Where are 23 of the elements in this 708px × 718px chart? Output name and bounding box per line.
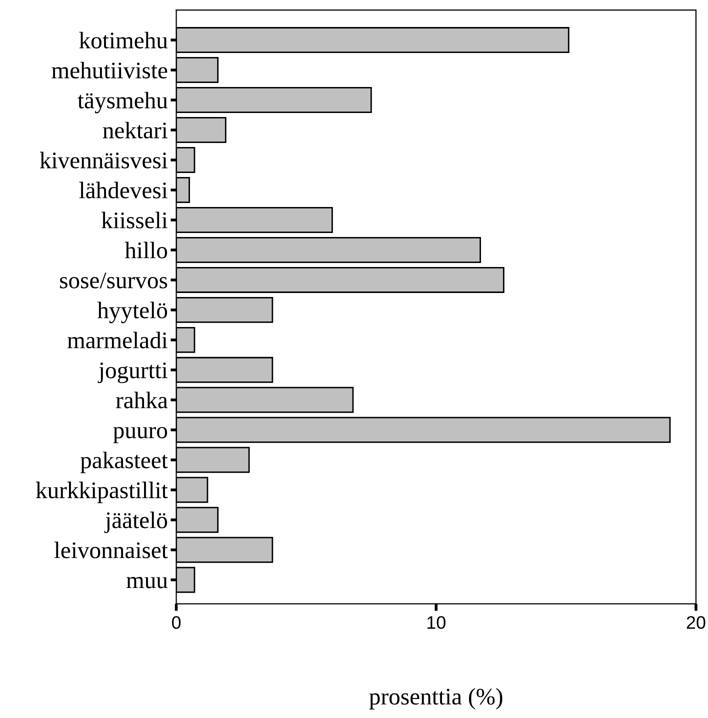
x-tick-label: 10 — [427, 616, 446, 629]
y-tick-label: täysmehu — [78, 92, 168, 114]
y-tick-label: leivonnaiset — [54, 542, 168, 558]
y-tick-label: jäätelö — [104, 512, 168, 534]
y-tick-label: kurkkipastillit — [36, 482, 168, 504]
y-tick-label: kiisseli — [102, 212, 168, 228]
y-tick-label: lähdevesi — [79, 182, 168, 198]
x-tick-label: 0 — [172, 616, 181, 629]
y-tick-label: hillo — [124, 242, 168, 258]
x-axis-title: prosenttia (%) — [369, 688, 502, 710]
y-tick-label: marmeladi — [67, 332, 168, 348]
y-tick-label: nektari — [102, 122, 168, 138]
y-tick-label: kotimehu — [79, 32, 168, 48]
y-tick-label: hyytelö — [97, 302, 168, 324]
x-tick-label: 20 — [686, 616, 706, 629]
y-tick-label: pakasteet — [80, 452, 168, 474]
y-tick-label: puuro — [113, 426, 168, 444]
y-tick-label: jogurtti — [98, 362, 168, 384]
y-tick-label: mehutiiviste — [52, 62, 168, 78]
y-tick-label: sose/survos — [60, 272, 168, 288]
y-tick-label: muu — [126, 576, 168, 588]
y-tick-label: kivennäisvesi — [40, 152, 168, 168]
y-tick-label: rahka — [116, 392, 168, 408]
